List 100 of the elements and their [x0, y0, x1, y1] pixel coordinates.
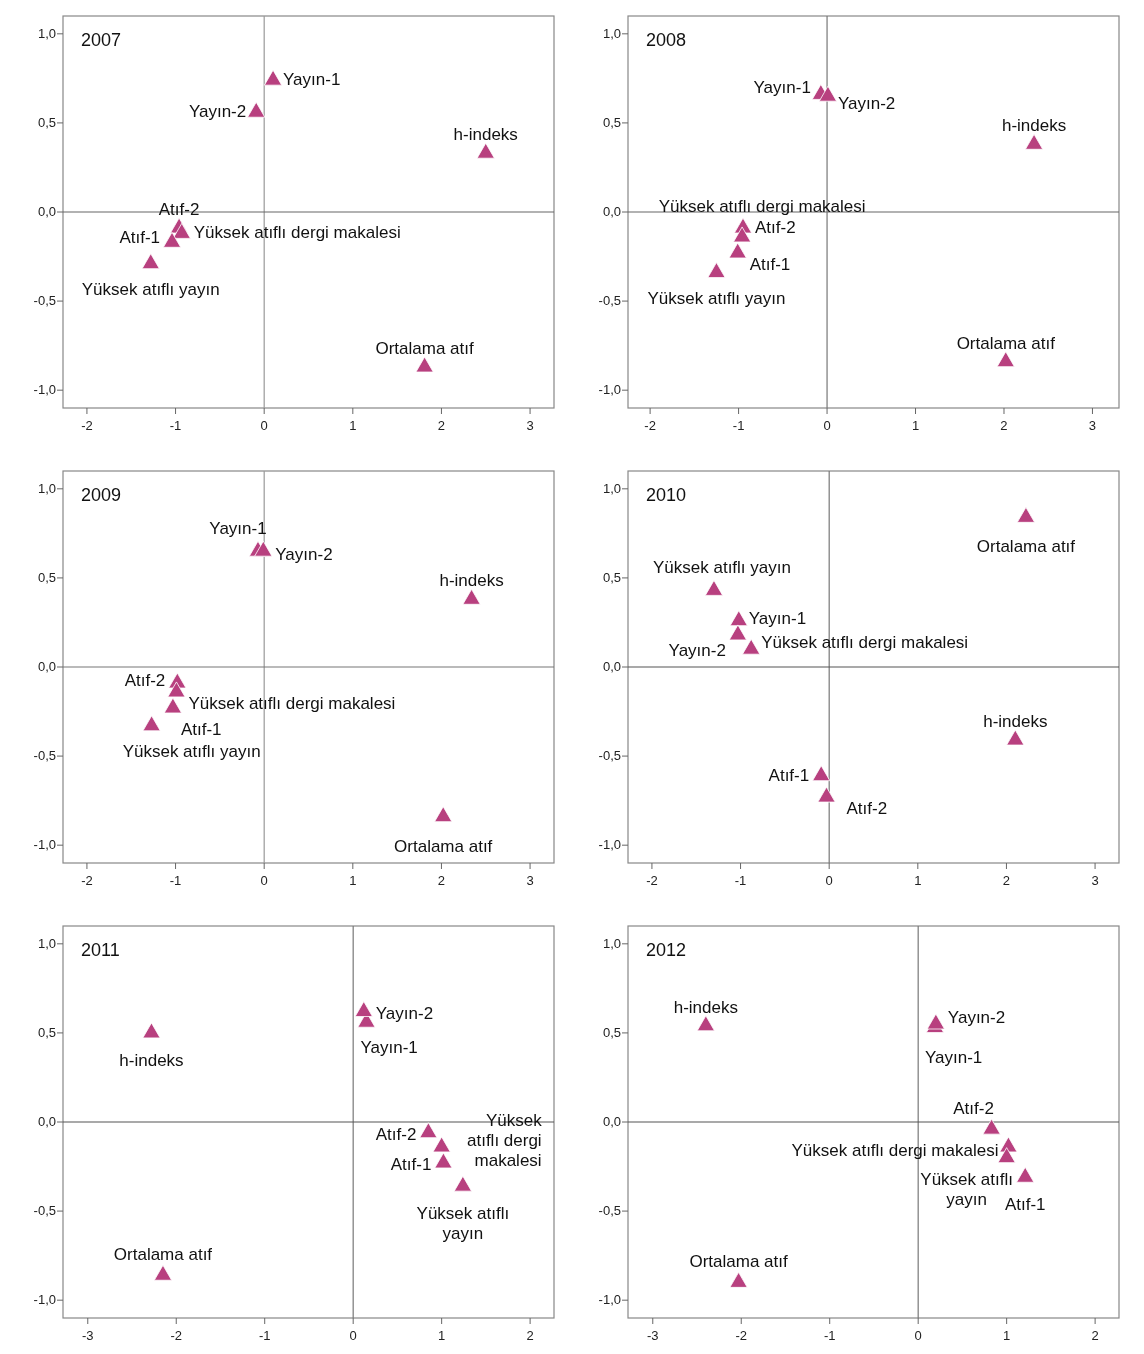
x-tick-label: -1 — [732, 418, 745, 433]
annotation: Atıf-1 — [1004, 1195, 1046, 1215]
y-tick-label: -1,0 — [33, 1292, 56, 1308]
annotation: h-indeks — [439, 571, 504, 591]
x-tick-label: 3 — [526, 418, 534, 433]
annotation: Yüksek atıflı yayın — [652, 558, 791, 578]
annotation: Atıf-2 — [375, 1124, 417, 1144]
x-tick-label: -1 — [734, 873, 747, 888]
x-tick-label: -2 — [81, 418, 93, 433]
x-tick-label: 3 — [1091, 873, 1099, 888]
annotation: h-indeks — [983, 712, 1048, 732]
annotation: Atıf-2 — [846, 799, 888, 819]
x-tick-label: 1 — [914, 873, 922, 888]
text: 2011 — [81, 940, 120, 960]
y-tick-label: 0,0 — [602, 204, 621, 219]
annotation: Yayın-2 — [837, 94, 896, 114]
annotation: Yüksek atıflı dergi makalesi — [791, 1140, 999, 1160]
annotation: Atıf-2 — [124, 671, 166, 691]
x-tick-label: 0 — [825, 873, 833, 888]
x-tick-label: 3 — [1088, 418, 1097, 433]
annotation: Ortalama atıf — [689, 1252, 788, 1272]
annotation: Ortalama atıf — [113, 1245, 213, 1265]
y-tick-label: -1,0 — [598, 1292, 621, 1308]
annotation: h-indeks — [453, 125, 518, 145]
x-tick-label: 1 — [349, 418, 357, 433]
annotation: Yayın-1 — [360, 1038, 418, 1058]
y-tick-label: 0,5 — [602, 569, 621, 585]
annotation: Atıf-1 — [390, 1154, 432, 1174]
annotation: Yüksek atıflı yayın — [122, 741, 261, 761]
text: 2009 — [81, 485, 122, 505]
y-tick-label: 1,0 — [602, 25, 621, 41]
annotation: Yüksek atıflı yayın — [81, 279, 220, 299]
annotation: Atıf-1 — [180, 719, 222, 739]
x-tick-label: -1 — [169, 873, 182, 888]
annotation: Ortalama atıf — [976, 537, 1076, 557]
x-tick-label: -1 — [169, 418, 182, 433]
annotation: Ortalama atıf — [956, 333, 1056, 353]
x-tick-label: 2 — [1091, 1328, 1099, 1343]
x-tick-label: 0 — [260, 873, 268, 888]
x-tick-label: 1 — [911, 418, 920, 433]
y-tick-label: -0,5 — [33, 293, 56, 309]
x-tick-label: -2 — [735, 1328, 748, 1343]
y-tick-label: 0,0 — [37, 204, 56, 219]
x-tick-label: 0 — [349, 1328, 357, 1343]
x-tick-label: 0 — [823, 418, 831, 433]
y-tick-label: -1,0 — [33, 382, 56, 398]
x-tick-label: -2 — [644, 418, 656, 433]
y-tick-label: -1,0 — [33, 837, 56, 853]
annotation: h-indeks — [1001, 116, 1067, 136]
annotation: h-indeks — [673, 997, 738, 1017]
text: 2007 — [81, 30, 122, 50]
annotation: Ortalama atıf — [375, 339, 474, 359]
annotation: Yayın-2 — [668, 640, 726, 660]
annotation: Atıf-1 — [749, 254, 791, 274]
x-tick-label: -3 — [646, 1328, 659, 1343]
annotation: Yüksek atıflı dergi makalesi — [193, 223, 401, 243]
y-tick-label: -0,5 — [598, 1203, 621, 1219]
x-tick-label: 2 — [1000, 418, 1008, 433]
y-tick-label: 1,0 — [602, 935, 621, 951]
text: 2012 — [646, 940, 687, 960]
y-tick-label: 0,5 — [37, 569, 56, 585]
annotation: Yüksek atıflı yayın — [647, 288, 786, 308]
annotation: Ortalama atıf — [394, 836, 493, 856]
annotation: Yayın-1 — [748, 608, 807, 628]
annotation: Yüksek atıflı dergi makalesi — [761, 633, 969, 653]
x-tick-label: -2 — [646, 873, 658, 888]
y-tick-label: 0,5 — [37, 1024, 56, 1040]
x-tick-label: 2 — [437, 873, 446, 888]
annotation: Atıf-2 — [755, 218, 796, 238]
y-tick-label: -0,5 — [33, 1203, 56, 1219]
x-tick-label: 2 — [526, 1328, 534, 1343]
x-tick-label: 1 — [1003, 1328, 1011, 1343]
y-tick-label: -1,0 — [598, 382, 621, 398]
x-tick-label: 0 — [260, 418, 268, 433]
x-tick-label: 2 — [1002, 873, 1011, 888]
annotation: Yüksek atıflı dergi makalesi — [658, 196, 866, 216]
x-tick-label: -1 — [823, 1328, 836, 1343]
y-tick-label: 0,5 — [37, 114, 56, 130]
y-tick-label: 0,0 — [37, 1114, 56, 1129]
y-tick-label: 1,0 — [37, 480, 56, 496]
annotation: Yüksek atıflı yayın — [416, 1204, 510, 1244]
y-tick-label: 1,0 — [37, 25, 56, 41]
y-tick-label: -0,5 — [33, 748, 56, 764]
annotation: Yayın-2 — [275, 545, 333, 565]
x-tick-label: -3 — [81, 1328, 94, 1343]
annotation: Yayın-1 — [209, 519, 267, 539]
annotation: Atıf-1 — [119, 228, 161, 248]
annotation: Atıf-2 — [953, 1099, 994, 1119]
annotation: h-indeks — [119, 1050, 184, 1070]
annotation: Yayın-1 — [924, 1047, 983, 1067]
y-tick-label: -0,5 — [598, 748, 621, 764]
x-tick-label: -2 — [81, 873, 93, 888]
y-tick-label: 0,0 — [37, 659, 56, 674]
annotation: Yayın-2 — [375, 1003, 434, 1023]
x-tick-label: 2 — [437, 418, 446, 433]
annotation: Yayın-2 — [188, 102, 247, 122]
annotation: Atıf-2 — [158, 200, 200, 220]
x-tick-label: 1 — [349, 873, 357, 888]
y-tick-label: 1,0 — [602, 480, 621, 496]
annotation: Yüksek atıflı dergi makalesi — [188, 693, 396, 713]
